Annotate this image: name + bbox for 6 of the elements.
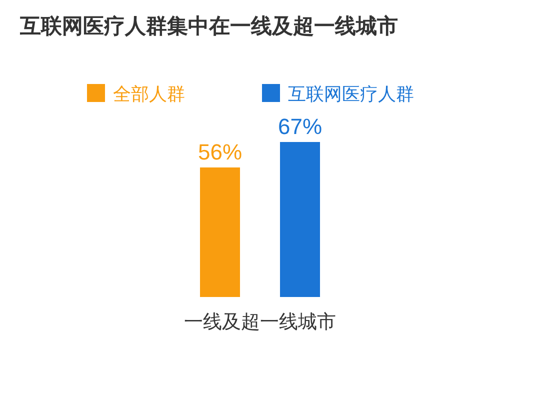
- data-label: 67%: [278, 114, 322, 139]
- x-tick-label: 一线及超一线城市: [184, 311, 336, 333]
- legend-label: 全部人群: [113, 84, 185, 104]
- legend-label: 互联网医疗人群: [288, 84, 414, 104]
- data-label: 56%: [198, 139, 242, 164]
- chart-title: 互联网医疗人群集中在一线及超一线城市: [19, 14, 398, 38]
